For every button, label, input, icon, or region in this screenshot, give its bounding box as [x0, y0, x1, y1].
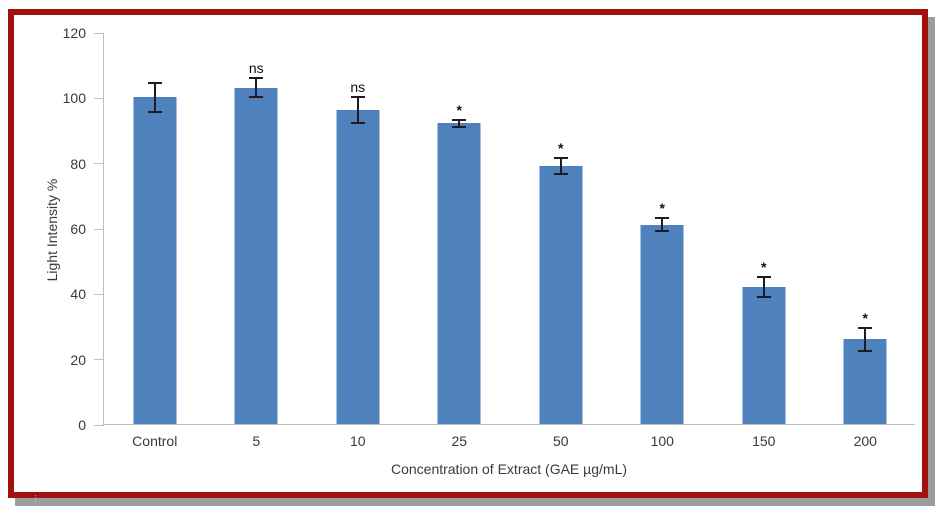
category-label: 100	[650, 433, 674, 449]
error-bar-top-cap	[452, 119, 467, 122]
y-axis-tick	[94, 424, 104, 426]
y-axis-tick	[94, 32, 104, 34]
error-bar	[864, 327, 867, 351]
category-label: 10	[349, 433, 366, 449]
y-axis-tick	[94, 228, 104, 230]
y-axis-tick-label: 20	[70, 351, 86, 368]
error-bar-top-cap	[350, 96, 365, 99]
bar-5	[234, 87, 278, 424]
error-bar-bottom-cap	[858, 349, 873, 352]
category-control: Control	[104, 33, 206, 449]
error-bar	[255, 77, 258, 98]
error-bar-top-cap	[756, 276, 771, 278]
significance-label: ns	[248, 59, 264, 76]
category-100: * 100	[612, 33, 714, 449]
y-axis-tick	[94, 293, 104, 295]
error-bar-bottom-cap	[147, 111, 162, 114]
category-5: ns 5	[206, 33, 308, 449]
category-label: 150	[752, 433, 776, 449]
bar-150	[742, 286, 786, 424]
y-axis-tick	[94, 359, 104, 361]
y-axis-tick-label: 0	[78, 417, 86, 433]
significance-label: *	[558, 139, 564, 156]
category-10: ns 10	[307, 33, 409, 449]
significance-label: *	[862, 309, 868, 326]
error-bar	[661, 218, 664, 232]
y-axis-tick-label: 120	[62, 25, 86, 41]
category-150: * 150	[713, 33, 815, 449]
category-200: * 200	[815, 33, 917, 449]
category-50: * 50	[510, 33, 612, 449]
error-bar-top-cap	[249, 76, 264, 79]
error-bar-bottom-cap	[452, 125, 467, 128]
error-bar-bottom-cap	[350, 122, 365, 125]
y-axis-tick-label: 60	[70, 221, 86, 237]
bar-100	[640, 224, 684, 424]
significance-label: *	[456, 102, 462, 119]
error-bar-top-cap	[858, 326, 873, 329]
bar-10	[336, 110, 380, 424]
y-axis-tick-label: 100	[62, 90, 86, 107]
category-label: 50	[552, 433, 569, 449]
error-bar-bottom-cap	[249, 96, 264, 99]
error-bar	[356, 97, 359, 124]
plot-area: 0 20 40 60 80 100 120 Control ns 5 ns 10 * 25 * 50 * 100 *…	[63, 25, 917, 449]
category-25: * 25	[409, 33, 511, 449]
error-bar-bottom-cap	[756, 295, 771, 298]
bar-200	[843, 339, 887, 424]
y-axis-tick	[94, 163, 104, 165]
error-bar	[559, 157, 562, 175]
bar-control	[133, 97, 177, 424]
text-cursor-artifact	[35, 495, 36, 506]
error-bar-top-cap	[147, 81, 162, 84]
error-bar-top-cap	[553, 156, 568, 159]
chart-frame: Light Intensity % 0 20 40 60 80 100 120 Control…	[8, 9, 928, 498]
error-bar-bottom-cap	[553, 173, 568, 176]
error-bar-top-cap	[655, 217, 670, 220]
significance-label: ns	[350, 79, 366, 96]
category-label: 5	[252, 433, 261, 449]
error-bar	[153, 82, 156, 113]
bar-25	[437, 123, 481, 424]
y-axis-tick	[94, 97, 104, 99]
error-bar-bottom-cap	[655, 230, 670, 233]
significance-label: *	[761, 259, 767, 275]
x-axis-title: Concentration of Extract (GAE µg/mL)	[390, 461, 628, 477]
y-axis-tick-label: 80	[70, 155, 86, 172]
error-bar	[458, 120, 461, 127]
error-bar	[762, 277, 765, 297]
category-label: 25	[451, 433, 468, 449]
significance-label: *	[659, 200, 665, 217]
bar-50	[539, 165, 583, 424]
category-label: 200	[853, 433, 877, 449]
y-axis-tick-label: 40	[70, 286, 86, 303]
category-label: Control	[132, 433, 178, 449]
